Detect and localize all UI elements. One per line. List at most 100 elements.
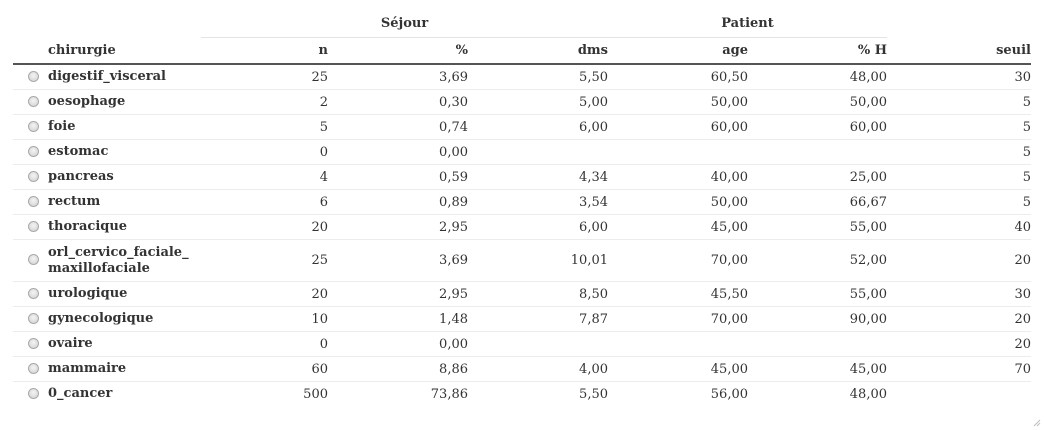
row-radio-button[interactable]: [28, 95, 39, 107]
col-header-seuil[interactable]: seuil: [887, 37, 1031, 65]
row-radio-button[interactable]: [28, 220, 39, 232]
cell-seuil: 70: [887, 356, 1031, 382]
col-header-pct-h[interactable]: % H: [748, 37, 887, 65]
cell-pct: 73,86: [430, 386, 468, 402]
cell-pct-h: 66,67: [748, 189, 887, 215]
col-header-dms[interactable]: dms: [468, 37, 608, 65]
cell-pct-h: 25,00: [748, 164, 887, 190]
table-row[interactable]: orl_cervico_faciale_ maxillofaciale 25 3,69…: [13, 239, 1031, 282]
table-row[interactable]: foie 5 0,74 6,00 60,00 60,00 5: [13, 114, 1031, 140]
cell-name: foie: [48, 114, 201, 140]
row-radio-button[interactable]: [28, 195, 39, 207]
cell-dms: 4,34: [468, 164, 608, 190]
cell-pct: 1,48: [328, 306, 468, 332]
table-row[interactable]: urologique 20 2,95 8,50 45,50 55,00 30: [13, 281, 1031, 307]
cell-dms: 7,87: [468, 306, 608, 332]
table-row[interactable]: gynecologique 10 1,48 7,87 70,00 90,00 20: [13, 306, 1031, 332]
row-radio-button[interactable]: [28, 337, 39, 349]
row-radio-button[interactable]: [28, 387, 39, 399]
col-header-n[interactable]: n: [201, 37, 328, 65]
cell-pct: 2,95: [328, 281, 468, 307]
cell-age: 45,00: [608, 356, 748, 382]
cell-dms: 4,00: [468, 356, 608, 382]
col-header-age[interactable]: age: [608, 37, 748, 65]
cell-pct-h: 55,00: [748, 214, 887, 240]
col-header-pct[interactable]: %: [328, 37, 468, 65]
cell-age: 45,50: [608, 281, 748, 307]
row-radio-button[interactable]: [28, 287, 39, 299]
cell-age: [608, 139, 748, 165]
cell-name: oesophage: [48, 89, 201, 115]
cell-dms: 8,50: [468, 281, 608, 307]
row-radio-button[interactable]: [28, 120, 39, 132]
table-row[interactable]: rectum 6 0,89 3,54 50,00 66,67 5: [13, 189, 1031, 215]
row-select-cell: [13, 356, 48, 382]
row-select-cell: [13, 306, 48, 332]
cell-dms: 6,00: [468, 214, 608, 240]
cell-name: ovaire: [48, 331, 201, 357]
col-header-chirurgie[interactable]: chirurgie: [48, 37, 201, 65]
cell-name: 0_cancer: [48, 386, 113, 401]
cell-pct: 2,95: [328, 214, 468, 240]
row-select-cell: [13, 114, 48, 140]
row-radio-button[interactable]: [28, 145, 39, 157]
cell-n: 10: [201, 306, 328, 332]
cell-dms: 3,54: [468, 189, 608, 215]
cell-name: gynecologique: [48, 306, 201, 332]
surgery-table: Séjour Patient chirurgie n % dms age % H…: [13, 10, 1031, 406]
cell-pct-h: 90,00: [748, 306, 887, 332]
table-row[interactable]: pancreas 4 0,59 4,34 40,00 25,00 5: [13, 164, 1031, 190]
table-row[interactable]: digestif_visceral 25 3,69 5,50 60,50 48,00 30: [13, 64, 1031, 90]
row-radio-button[interactable]: [28, 312, 39, 324]
cell-pct-h: 52,00: [748, 239, 887, 282]
cell-pct: 0,89: [328, 189, 468, 215]
row-radio-button[interactable]: [28, 170, 39, 182]
cell-age: 50,00: [608, 89, 748, 115]
row-select-cell: [13, 281, 48, 307]
cell-pct-h: [748, 331, 887, 357]
row-radio-button[interactable]: [28, 70, 39, 82]
cell-n: 4: [201, 164, 328, 190]
cell-pct: 0,59: [328, 164, 468, 190]
cell-seuil: 5: [887, 164, 1031, 190]
row-radio-button[interactable]: [28, 254, 39, 265]
cell-n: 20: [201, 214, 328, 240]
cell-seuil: 5: [887, 89, 1031, 115]
cell-pct: 3,69: [328, 64, 468, 90]
row-select-cell: [13, 189, 48, 215]
cell-n: 2: [201, 89, 328, 115]
cell-pct-h: 48,00: [748, 64, 887, 90]
resize-grip-icon[interactable]: [1031, 417, 1041, 427]
cell-n: 0: [201, 139, 328, 165]
cell-pct: 0,00: [328, 139, 468, 165]
cell-age: [608, 331, 748, 357]
cell-pct: 8,86: [328, 356, 468, 382]
cell-n: 60: [201, 356, 328, 382]
row-select-cell: [13, 214, 48, 240]
row-select-cell: [13, 89, 48, 115]
group-header-sejour: Séjour: [201, 10, 608, 38]
cell-name: thoracique: [48, 214, 201, 240]
row-select-cell: [13, 239, 48, 282]
cell-n: 0: [201, 331, 328, 357]
table-row[interactable]: oesophage 2 0,30 5,00 50,00 50,00 5: [13, 89, 1031, 115]
cell-seuil: 20: [887, 331, 1031, 357]
table-row[interactable]: thoracique 20 2,95 6,00 45,00 55,00 40: [13, 214, 1031, 240]
table-row[interactable]: mammaire 60 8,86 4,00 45,00 45,00 70: [13, 356, 1031, 382]
cell-age: 60,50: [608, 64, 748, 90]
cell-name: digestif_visceral: [48, 64, 201, 90]
table-row[interactable]: estomac 0 0,00 5: [13, 139, 1031, 165]
cell-n: 20: [201, 281, 328, 307]
row-radio-button[interactable]: [28, 362, 39, 374]
cell-seuil: [887, 382, 1031, 407]
cell-name: estomac: [48, 139, 201, 165]
table-row[interactable]: ovaire 0 0,00 20: [13, 331, 1031, 357]
cell-age: 56,00: [710, 386, 748, 402]
cell-dms: 5,50: [468, 64, 608, 90]
cell-age: 40,00: [608, 164, 748, 190]
cell-name: orl_cervico_faciale_ maxillofaciale: [48, 239, 201, 282]
cell-age: 70,00: [608, 239, 748, 282]
cell-dms: 10,01: [468, 239, 608, 282]
table-row[interactable]: 0_cancer 500 73,86 5,50 56,00 48,00: [13, 382, 1031, 407]
cell-dms: 5,00: [468, 89, 608, 115]
